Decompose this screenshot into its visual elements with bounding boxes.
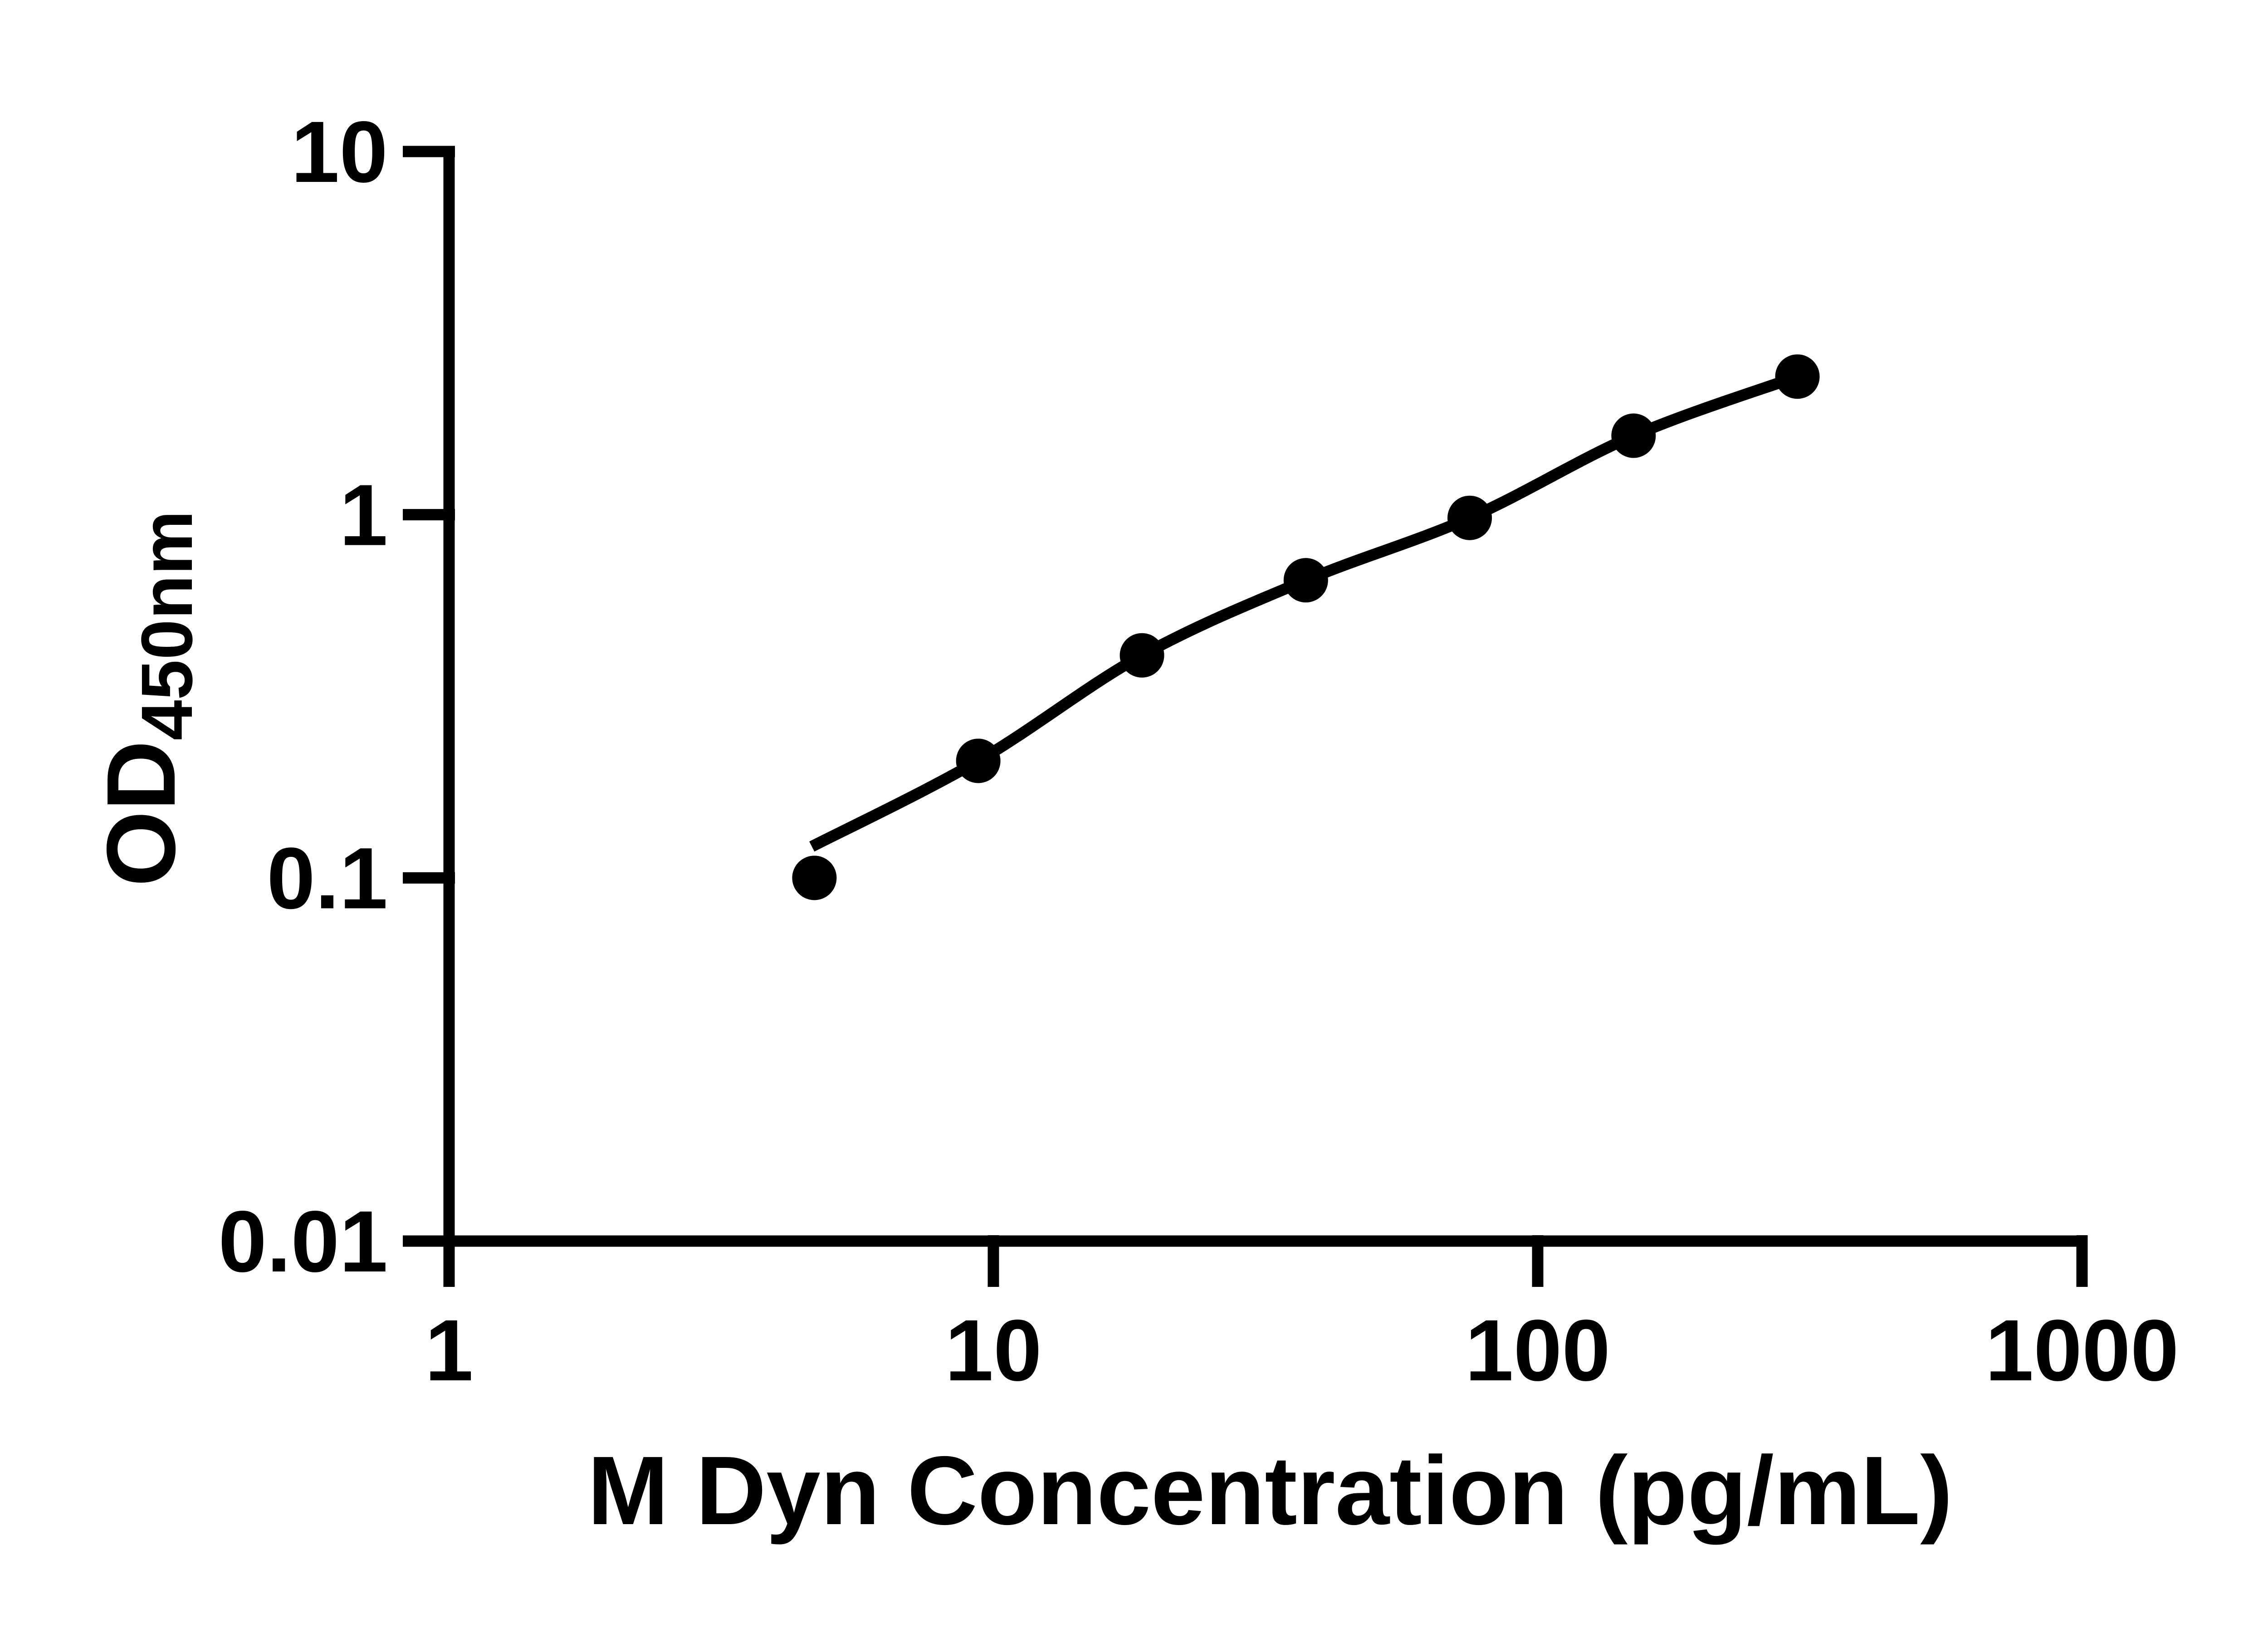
x-axis-title: M Dyn Concentration (pg/mL) [587, 1436, 1953, 1545]
x-tick-label-1: 1 [425, 1301, 474, 1399]
data-point-300 [1775, 354, 1820, 399]
y-axis-title-main: OD [86, 740, 196, 887]
y-tick-label-1: 1 [339, 466, 388, 564]
data-point-18.75 [1119, 633, 1164, 678]
x-tick-label-10: 10 [945, 1301, 1042, 1399]
plot-area: 10 1 0.1 0.01 1 10 100 1000 [218, 103, 2179, 1399]
x-tick-label-100: 100 [1465, 1301, 1610, 1399]
y-axis-title-sub: 450nm [126, 510, 207, 740]
data-point-4.69 [792, 856, 837, 900]
data-point-9.38 [956, 738, 1001, 783]
data-point-37.5 [1283, 558, 1328, 603]
data-point-150 [1611, 413, 1656, 458]
y-tick-label-10: 10 [291, 103, 388, 200]
y-tick-label-0.1: 0.1 [267, 829, 388, 927]
data-point-75 [1447, 495, 1492, 540]
y-tick-label-0.01: 0.01 [218, 1193, 388, 1290]
y-axis-title: OD450nm [86, 510, 207, 886]
x-tick-label-1000: 1000 [1985, 1301, 2179, 1399]
